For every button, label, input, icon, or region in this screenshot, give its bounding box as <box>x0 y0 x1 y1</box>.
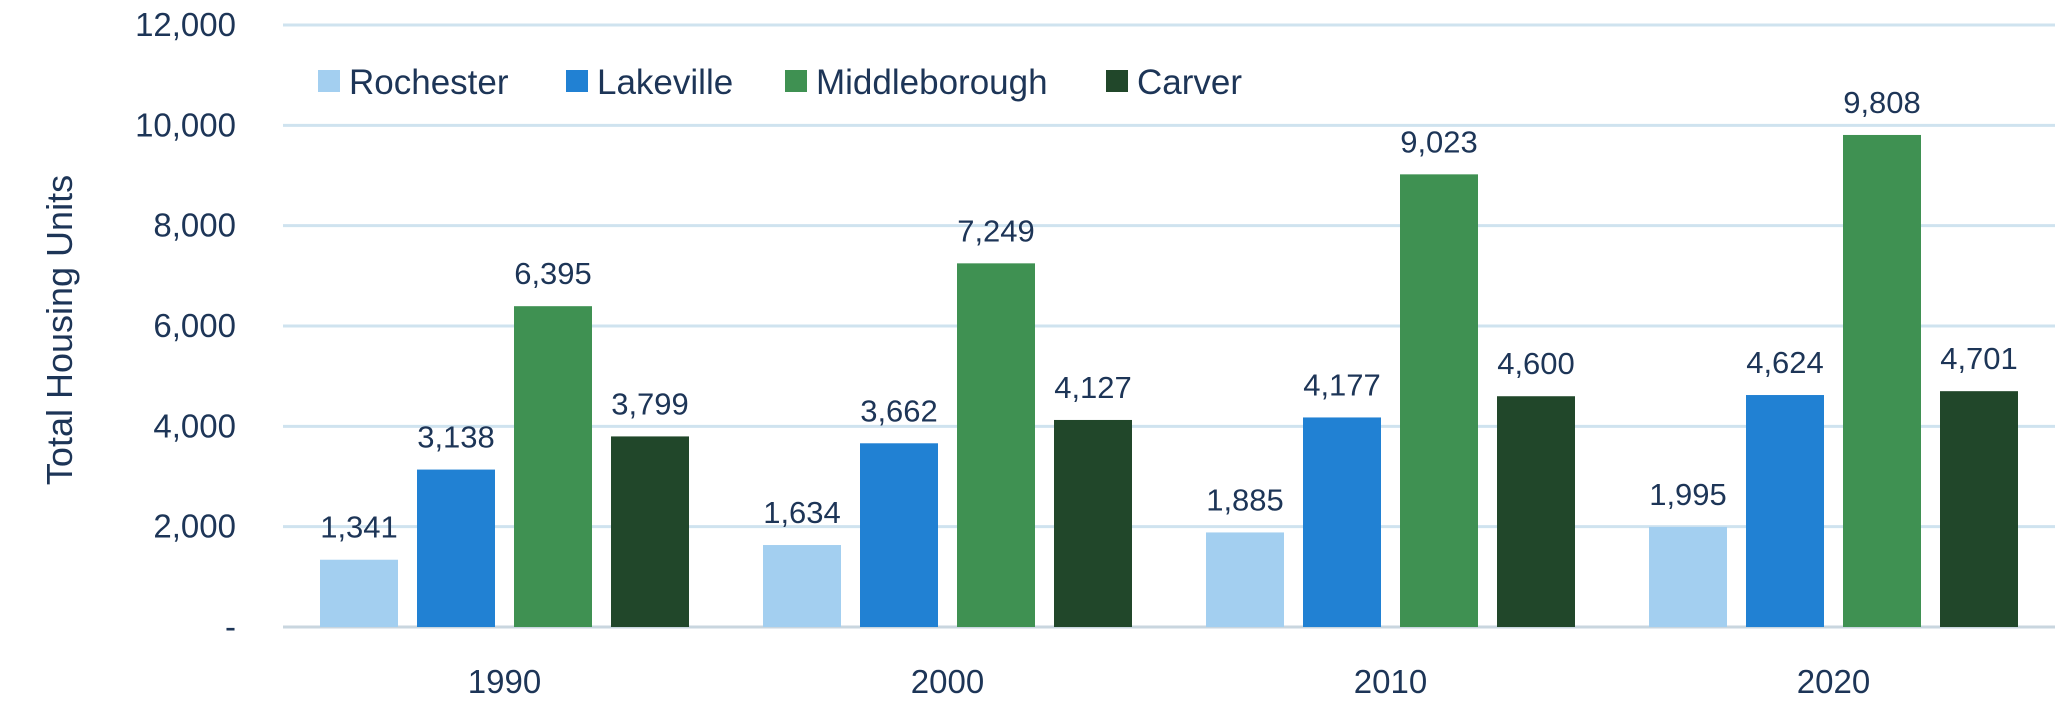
data-labels: 1,341 3,138 6,395 3,799 1,634 3,662 7,249 4,127… <box>320 85 2018 545</box>
data-label: 1,341 <box>320 510 398 545</box>
x-axis-ticks: 1990 2000 2010 2020 <box>468 663 1870 700</box>
x-tick-label: 2020 <box>1797 663 1870 700</box>
data-label: 3,799 <box>611 386 689 421</box>
data-label: 4,600 <box>1497 346 1575 381</box>
y-tick-label: 8,000 <box>153 207 236 244</box>
data-label: 6,395 <box>514 256 592 291</box>
legend-swatch <box>318 70 340 92</box>
legend-label: Lakeville <box>597 63 733 102</box>
bar <box>860 443 938 627</box>
data-label: 9,023 <box>1400 124 1478 159</box>
legend-label: Middleborough <box>816 63 1048 102</box>
bar <box>320 559 398 627</box>
legend-label: Carver <box>1137 63 1242 102</box>
y-tick-label: 10,000 <box>135 106 236 143</box>
bars <box>320 134 2018 627</box>
bar <box>1940 391 2018 627</box>
bar <box>1303 417 1381 627</box>
y-tick-label: 12,000 <box>135 6 236 43</box>
bar <box>417 469 495 627</box>
data-label: 9,808 <box>1843 85 1921 120</box>
bar <box>1054 419 1132 627</box>
legend-swatch <box>785 70 807 92</box>
bar <box>957 263 1035 627</box>
y-tick-label: 2,000 <box>153 508 236 545</box>
data-label: 4,177 <box>1303 367 1381 402</box>
data-label: 3,662 <box>860 393 938 428</box>
bar <box>611 436 689 627</box>
data-label: 4,127 <box>1054 370 1132 405</box>
bar <box>1843 134 1921 627</box>
data-label: 7,249 <box>957 213 1035 248</box>
y-axis-ticks: - 2,000 4,000 6,000 8,000 10,000 12,000 <box>135 6 236 645</box>
bar <box>1400 174 1478 627</box>
data-label: 3,138 <box>417 420 495 455</box>
data-label: 1,995 <box>1649 477 1727 512</box>
legend: Rochester Lakeville Middleborough Carver <box>318 63 1242 102</box>
x-tick-label: 2000 <box>911 663 984 700</box>
y-axis-label: Total Housing Units <box>39 175 80 485</box>
legend-swatch <box>1106 70 1128 92</box>
bar <box>1649 526 1727 627</box>
y-tick-label: 6,000 <box>153 307 236 344</box>
legend-label: Rochester <box>349 63 509 102</box>
bar <box>514 306 592 627</box>
y-tick-label: 4,000 <box>153 407 236 444</box>
legend-swatch <box>566 70 588 92</box>
data-label: 1,885 <box>1206 482 1284 517</box>
data-label: 4,701 <box>1940 341 2018 376</box>
data-label: 1,634 <box>763 495 841 530</box>
bar <box>1206 532 1284 627</box>
x-tick-label: 1990 <box>468 663 541 700</box>
x-tick-label: 2010 <box>1354 663 1427 700</box>
bar <box>1497 396 1575 627</box>
y-tick-label: - <box>225 608 236 645</box>
bar <box>1746 395 1824 627</box>
bar <box>763 545 841 627</box>
data-label: 4,624 <box>1746 345 1824 380</box>
